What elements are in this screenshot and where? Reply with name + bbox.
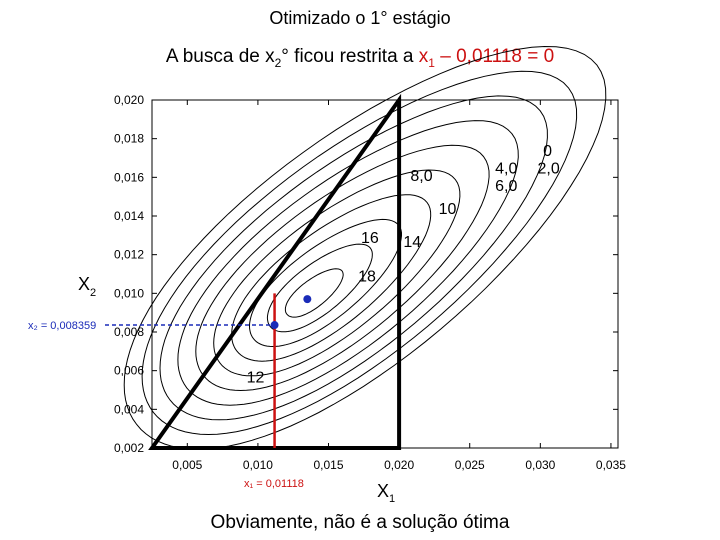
contour-label: 2,0: [538, 160, 560, 177]
contour-label: 4,0: [495, 160, 517, 177]
contour-line: [266, 243, 373, 333]
contour-line: [248, 218, 402, 348]
y-tick-label: 0,016: [114, 170, 144, 184]
contour-label: 14: [403, 234, 421, 251]
y-tick-label: 0,018: [114, 132, 144, 146]
x-axis-label: X: [377, 481, 389, 501]
y-tick-label: 0,014: [114, 209, 144, 223]
x-tick-label: 0,005: [172, 458, 202, 472]
y-tick-label: 0,008: [114, 325, 144, 339]
contour-line: [141, 70, 578, 436]
chart-labels: 02,0 4,06,0 8,0 10 14 16 18 12 x₂ = 0,008359 x₁ =…: [28, 143, 560, 490]
x-tick-label: 0,010: [243, 458, 273, 472]
contour-line: [177, 120, 519, 406]
contour-label: 10: [439, 201, 457, 218]
contour-label: 16: [361, 230, 379, 247]
chart-overlay: [105, 93, 402, 450]
contour-label: 18: [358, 269, 376, 286]
y-axis-label: X: [78, 274, 90, 294]
contour-line: [159, 95, 548, 421]
found-point: [270, 321, 279, 330]
y-axis-label-sub: 2: [90, 287, 96, 299]
optimum-point: [303, 295, 312, 304]
x-tick-label: 0,025: [455, 458, 485, 472]
slide-title: Otimizado o 1° estágio: [269, 8, 451, 28]
y-tick-label: 0,006: [114, 364, 144, 378]
contour-line: [231, 194, 432, 362]
y-tick-label: 0,004: [114, 402, 144, 416]
y-tick-label: 0,002: [114, 441, 144, 455]
subtitle-red-sub: 1: [428, 55, 435, 70]
contour-line: [123, 45, 607, 450]
x-axis-label-sub: 1: [389, 493, 395, 505]
subtitle-sub-2: 2: [274, 55, 282, 70]
x-tick-label: 0,035: [596, 458, 626, 472]
y-tick-label: 0,012: [114, 248, 144, 262]
x-tick-label: 0,020: [384, 458, 414, 472]
contour-label: 8,0: [410, 168, 432, 185]
contour-line: [213, 169, 461, 377]
x-tick-label: 0,015: [313, 458, 343, 472]
contour-label: 6,0: [495, 178, 517, 195]
slide-subtitle: A busca de x2° ficou restrita a x1 – 0,0…: [0, 46, 720, 70]
x2-annotation: x₂ = 0,008359: [28, 320, 96, 332]
y-tick-label: 0,010: [114, 286, 144, 300]
slide-footer: Obviamente, não é a solução ótima: [210, 512, 510, 533]
subtitle-text-1: A busca de x: [165, 46, 275, 67]
subtitle-red-rest: – 0,01118 = 0: [434, 46, 555, 67]
contour-line: [284, 268, 344, 318]
x-tick-label: 0,030: [525, 458, 555, 472]
subtitle-red-x: x: [418, 46, 429, 67]
subtitle-text-2: ° ficou restrita a: [281, 46, 419, 67]
x1-annotation: x₁ = 0,01118: [244, 478, 304, 490]
chart-axes: 0,005 0,010 0,015 0,020 0,025 0,030 0,035 0,002…: [78, 93, 626, 505]
y-tick-label: 0,020: [114, 93, 144, 107]
contour-label: 12: [247, 369, 265, 386]
contour-label: 0: [543, 143, 552, 160]
contour-lines: [123, 45, 607, 450]
